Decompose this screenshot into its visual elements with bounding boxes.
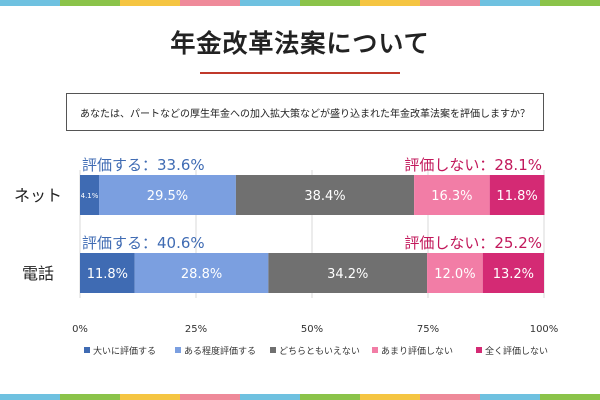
stripe-segment xyxy=(480,394,540,400)
bar-value-label: 38.4% xyxy=(304,189,345,204)
stripe-segment xyxy=(300,0,360,6)
stripe-segment xyxy=(300,394,360,400)
legend-swatch xyxy=(84,347,90,353)
x-tick-label: 50% xyxy=(301,324,323,335)
bar-value-label: 28.8% xyxy=(181,267,222,282)
bar-segment xyxy=(235,175,415,215)
x-tick-label: 0% xyxy=(72,324,88,335)
stripe-segment xyxy=(60,0,120,6)
stripe-segment xyxy=(0,0,60,6)
bar-segment xyxy=(427,253,483,293)
bar-value-label: 16.3% xyxy=(431,189,472,204)
stripe-segment xyxy=(420,0,480,6)
bar-segment xyxy=(482,253,544,293)
bar-value-label: 12.0% xyxy=(434,267,475,282)
bar-segment xyxy=(414,175,490,215)
legend-label: あまり評価しない xyxy=(381,345,453,357)
stripe-segment xyxy=(120,0,180,6)
category-label: 電話 xyxy=(22,264,54,283)
page-title: 年金改革法案について xyxy=(170,29,430,58)
stripe-segment xyxy=(360,394,420,400)
stripe-segment xyxy=(420,394,480,400)
stripe-segment xyxy=(360,0,420,6)
stripe-segment xyxy=(240,394,300,400)
summary-negative-label: 評価しない：25.2% xyxy=(404,234,542,252)
top-color-stripe xyxy=(0,0,600,6)
stripe-segment xyxy=(480,0,540,6)
summary-positive-label: 評価する：33.6% xyxy=(82,156,205,174)
bar-value-label: 29.5% xyxy=(147,189,188,204)
legend-swatch xyxy=(372,347,378,353)
bar-segment xyxy=(489,175,545,215)
x-tick-label: 100% xyxy=(530,324,559,335)
x-tick-label: 25% xyxy=(185,324,207,335)
title-underline xyxy=(200,72,400,74)
bar-segment xyxy=(80,175,100,215)
stripe-segment xyxy=(60,394,120,400)
stripe-segment xyxy=(540,0,600,6)
summary-positive-label: 評価する：40.6% xyxy=(82,234,205,252)
bar-segment xyxy=(268,253,428,293)
bar-value-label: 4.1% xyxy=(81,192,99,200)
stripe-segment xyxy=(0,394,60,400)
x-tick-label: 75% xyxy=(417,324,439,335)
legend-swatch xyxy=(270,347,276,353)
survey-question-text: あなたは、パートなどの厚生年金への加入拡大策などが盛り込まれた年金改革法案を評価… xyxy=(80,108,530,120)
stripe-segment xyxy=(540,394,600,400)
stripe-segment xyxy=(180,394,240,400)
bar-value-label: 34.2% xyxy=(327,267,368,282)
legend-label: 大いに評価する xyxy=(93,345,156,357)
stripe-segment xyxy=(240,0,300,6)
summary-negative-label: 評価しない：28.1% xyxy=(404,156,542,174)
bar-segment xyxy=(134,253,269,293)
legend-swatch xyxy=(476,347,482,353)
legend-label: ある程度評価する xyxy=(184,345,256,357)
stripe-segment xyxy=(120,394,180,400)
bar-segment xyxy=(99,175,236,215)
bar-value-label: 11.8% xyxy=(496,189,537,204)
legend-label: どちらともいえない xyxy=(279,346,360,357)
bar-value-label: 13.2% xyxy=(493,267,534,282)
bar-segment xyxy=(80,253,135,293)
category-label: ネット xyxy=(14,186,62,205)
survey-question-box: あなたは、パートなどの厚生年金への加入拡大策などが盛り込まれた年金改革法案を評価… xyxy=(66,93,544,131)
bottom-color-stripe xyxy=(0,394,600,400)
legend-swatch xyxy=(175,347,181,353)
bar-value-label: 11.8% xyxy=(87,267,128,282)
stripe-segment xyxy=(180,0,240,6)
legend-label: 全く評価しない xyxy=(485,345,548,357)
